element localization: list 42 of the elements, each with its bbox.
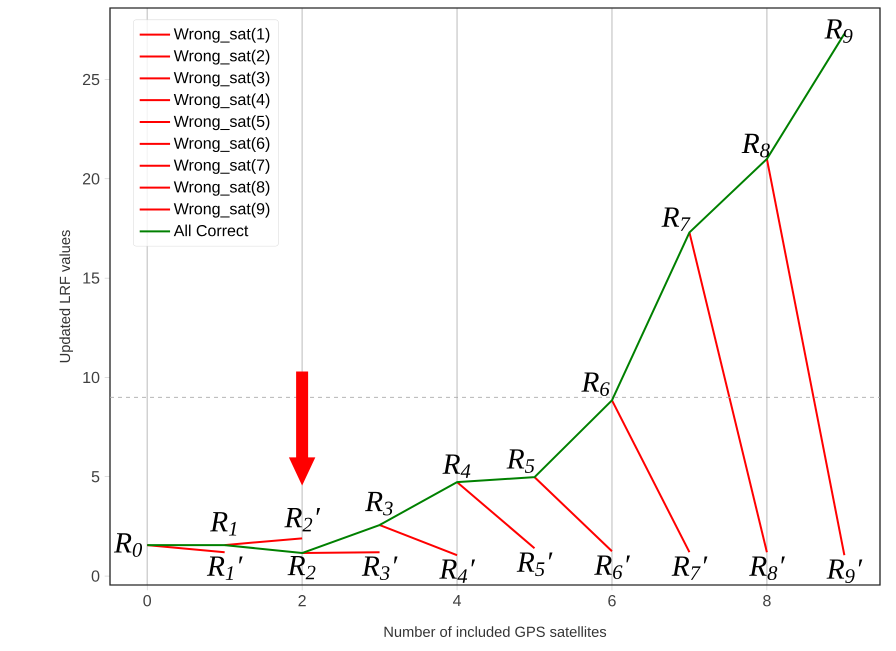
y-tick-label: 5 [92, 471, 100, 482]
x-tick-label: 2 [298, 595, 306, 606]
annotation: R$_{1}$ [210, 512, 236, 536]
y-tick-label: 25 [82, 74, 100, 86]
annotation: R$_{7}$′ [672, 556, 708, 580]
legend-label: Wrong_sat(6) [174, 137, 270, 152]
annotation: R$_{3}$′ [362, 556, 398, 580]
legend-label: Wrong_sat(1) [174, 28, 270, 43]
y-tick-label: 10 [83, 372, 100, 384]
annotation: R$_{2}$ [288, 556, 316, 580]
legend-label: Wrong_sat(9) [174, 202, 270, 218]
legend-label: Wrong_sat(2) [174, 50, 270, 65]
legend-label: Wrong_sat(4) [174, 93, 270, 108]
legend-label: Wrong_sat(5) [174, 115, 270, 130]
annotation: R$_{8}$′ [749, 556, 785, 580]
legend-label: Wrong_sat(3) [174, 72, 270, 86]
annotation: R$_{1}$′ [206, 556, 243, 580]
annotation: R$_{3}$ [364, 492, 393, 516]
y-axis-title: Updated LRF values [59, 230, 73, 362]
annotation: R$_{9}$ [824, 19, 852, 43]
x-tick-label: 4 [452, 595, 462, 606]
annotation: R$_{9}$′ [826, 559, 862, 584]
annotation: R$_{5}$′ [516, 552, 552, 576]
annotation: R$_{7}$ [661, 207, 691, 231]
annotation: R$_{5}$ [506, 449, 534, 473]
annotation: R$_{6}$ [581, 372, 610, 396]
y-tick-label: 20 [82, 173, 100, 184]
annotation: R$_{0}$ [114, 533, 142, 557]
annotation: R$_{4}$ [442, 454, 470, 478]
x-tick-label: 0 [143, 595, 152, 606]
x-axis-title: Number of included GPS satellites [384, 626, 606, 637]
legend-label: Wrong_sat(7) [174, 158, 270, 174]
y-tick-label: 0 [92, 570, 100, 582]
annotation: R$_{8}$ [742, 134, 770, 158]
x-tick-label: 8 [763, 595, 771, 606]
annotation: R$_{2}$′ [284, 508, 320, 532]
x-tick-label: 6 [608, 595, 616, 606]
annotation: R$_{6}$′ [594, 555, 630, 580]
legend-label: All Correct [174, 224, 248, 236]
legend-label: Wrong_sat(8) [174, 180, 270, 196]
annotation: R$_{4}$′ [439, 559, 476, 583]
y-tick-label: 15 [83, 272, 100, 284]
